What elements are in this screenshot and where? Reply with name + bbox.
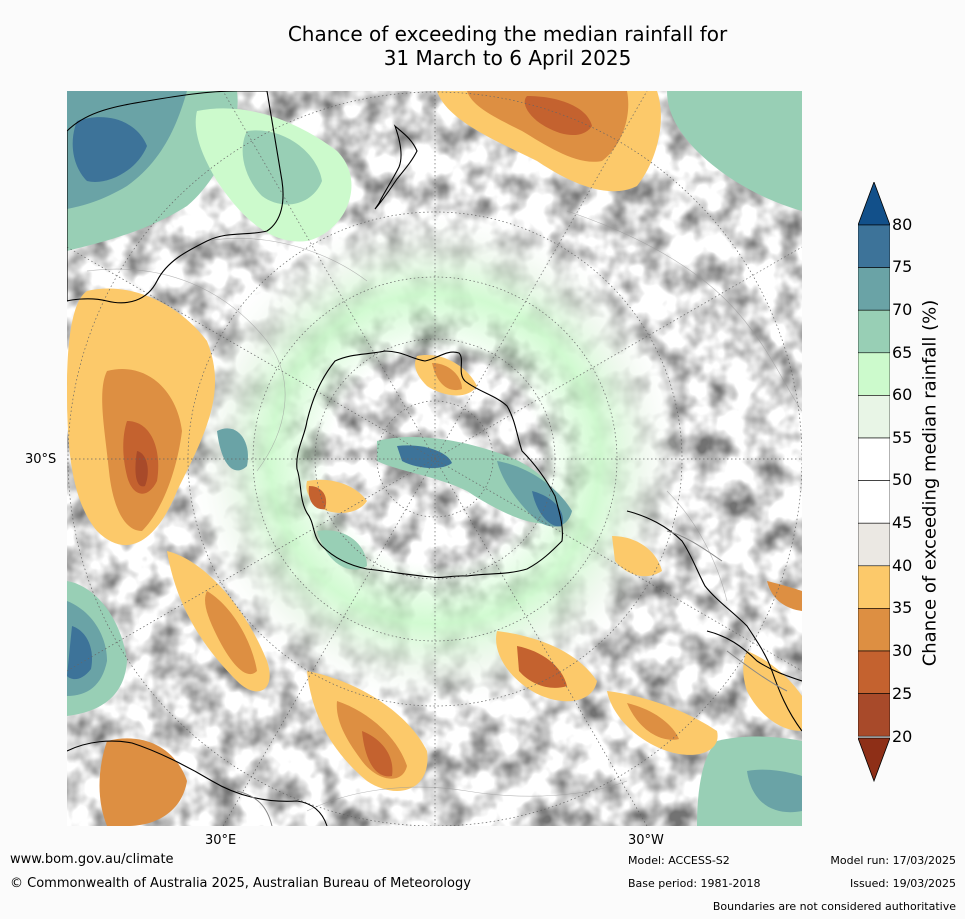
colorbar-tick-20: 20 xyxy=(892,727,913,746)
colorbar-band-35-40 xyxy=(858,565,890,609)
africa-coastline xyxy=(67,740,328,826)
colorbar-band-20-25 xyxy=(858,693,890,737)
dry-region-south-africa-coast xyxy=(612,536,662,577)
longitude-label-30w: 30°W xyxy=(628,833,664,848)
colorbar-tick-70: 70 xyxy=(892,300,913,319)
colorbar-band-50-55 xyxy=(858,437,890,481)
latitude-label-30s: 30°S xyxy=(25,452,57,467)
colorbar-tick-50: 50 xyxy=(892,470,913,489)
dry-peak-north-pacific xyxy=(524,96,592,136)
colorbar-band-65-70 xyxy=(858,309,890,354)
wet-anomaly-regions xyxy=(67,91,802,826)
south-america-interior xyxy=(706,630,802,682)
wet-region-northeast xyxy=(667,91,802,211)
colorbar-tick-65: 65 xyxy=(892,343,913,362)
footer-model-run: Model run: 17/03/2025 xyxy=(830,854,956,867)
latitude-circle xyxy=(376,400,494,518)
footer-base-period: Base period: 1981-2018 xyxy=(628,877,761,890)
wet-patch-tasman xyxy=(242,130,322,205)
wet-peak-southwest xyxy=(67,626,93,680)
colorbar-tick-55: 55 xyxy=(892,428,913,447)
contour-line xyxy=(666,490,728,602)
boundaries xyxy=(236,530,788,826)
colorbar-extend-max xyxy=(858,182,890,226)
title-line-1: Chance of exceeding the median rainfall … xyxy=(287,22,728,46)
colorbar-tick-80: 80 xyxy=(892,215,913,234)
dry-anomaly-regions xyxy=(67,91,802,826)
dry-region-argentina-coast xyxy=(767,581,802,611)
colorbar-band-55-60 xyxy=(858,395,890,439)
south-america-coastline xyxy=(626,510,802,732)
contour-line xyxy=(86,268,286,472)
country-boundary xyxy=(666,530,723,562)
dry-core-south-atlantic xyxy=(517,646,567,688)
footer-disclaimer: Boundaries are not considered authoritat… xyxy=(712,900,956,913)
contour-line xyxy=(206,238,368,282)
contour-detail xyxy=(86,210,802,812)
wet-core-southeast xyxy=(747,769,802,813)
footer-issued: Issued: 19/03/2025 xyxy=(849,877,956,890)
colorbar-extend-min xyxy=(858,737,890,782)
wet-peak-northwest xyxy=(72,117,147,182)
wet-patch-southwest-ring xyxy=(217,428,248,471)
dry-core-south-indian xyxy=(205,591,257,675)
colorbar-band-30-35 xyxy=(858,608,890,652)
graticule xyxy=(67,91,802,826)
country-boundary xyxy=(726,650,788,692)
dry-core-antarctic-peninsula xyxy=(432,363,462,391)
colorbar-tick-60: 60 xyxy=(892,385,913,404)
colorbar-band-25-30 xyxy=(858,650,890,694)
new-zealand-coastline xyxy=(374,124,418,210)
country-boundary xyxy=(236,790,273,826)
dry-peak-indian-ocean-2 xyxy=(135,451,148,487)
latitude-circle xyxy=(252,276,618,642)
dry-peak-south-central xyxy=(362,731,393,777)
colorbar-band-70-75 xyxy=(858,267,890,311)
colorbar-tick-45: 45 xyxy=(892,513,913,532)
footer-website-link[interactable]: www.bom.gov.au/climate xyxy=(10,852,174,867)
title-line-2: 31 March to 6 April 2025 xyxy=(383,46,632,70)
colorbar-band-45-50 xyxy=(858,480,890,524)
meridian xyxy=(67,246,802,672)
wet-patch-south-ring xyxy=(317,530,367,570)
contour-line xyxy=(306,780,628,812)
colorbar-tick-25: 25 xyxy=(892,684,913,703)
dry-region-south-america xyxy=(743,651,802,731)
antarctica-coastline xyxy=(296,350,563,579)
colorbar-tick-75: 75 xyxy=(892,257,913,276)
colorbar-tick-35: 35 xyxy=(892,598,913,617)
colorbar xyxy=(858,182,890,782)
dry-core-atlantic-east xyxy=(627,703,679,740)
latitude-circle xyxy=(187,211,683,707)
wet-peak-east-antarctic xyxy=(397,445,452,469)
australia-coastline xyxy=(67,91,284,304)
colorbar-title: Chance of exceeding median rainfall (%) xyxy=(919,299,941,667)
coastlines xyxy=(67,91,802,826)
colorbar-band-60-65 xyxy=(858,352,890,396)
contour-line xyxy=(566,210,802,412)
chart-title: Chance of exceeding the median rainfall … xyxy=(0,22,965,70)
dry-core-amery xyxy=(308,486,327,510)
footer-model: Model: ACCESS-S2 xyxy=(628,854,730,867)
rainfall-probability-map xyxy=(67,91,802,826)
wet-peak-weddell xyxy=(532,491,563,527)
colorbar-tick-40: 40 xyxy=(892,556,913,575)
colorbar-band-40-45 xyxy=(858,522,890,567)
footer-copyright: © Commonwealth of Australia 2025, Austra… xyxy=(10,876,471,891)
longitude-label-30e: 30°E xyxy=(205,833,237,848)
colorbar-band-75-80 xyxy=(858,224,890,268)
dry-region-south-australia xyxy=(99,738,187,826)
colorbar-tick-30: 30 xyxy=(892,641,913,660)
